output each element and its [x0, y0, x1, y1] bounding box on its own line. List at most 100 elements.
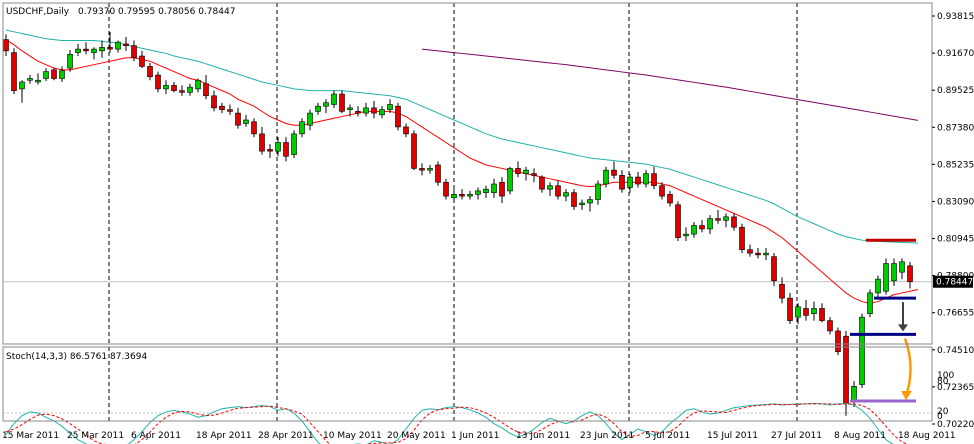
- candle-bull: [363, 107, 369, 114]
- candle-bear: [803, 308, 809, 316]
- candle-bull: [307, 112, 313, 126]
- current-price-box: [933, 275, 973, 288]
- stochastic-pane-frame: [2, 346, 933, 422]
- candle-bear: [731, 216, 737, 228]
- candle-bull: [587, 199, 593, 204]
- candle-bear: [251, 121, 257, 135]
- price-tick-label: 0.93815: [937, 12, 974, 22]
- candle-bear: [835, 330, 841, 353]
- candle-bull: [859, 316, 865, 385]
- candle-bull: [603, 169, 609, 185]
- candle-bear: [355, 111, 361, 114]
- candle-bull: [899, 261, 905, 273]
- date-tick-label: 15 Jul 2011: [707, 431, 758, 441]
- price-tick-label: 0.85235: [937, 160, 974, 170]
- candle-bear: [259, 133, 265, 152]
- date-tick-label: 20 May 2011: [387, 431, 446, 441]
- chart-title: USDCHF,Daily 0.79370 0.79595 0.78056 0.7…: [6, 7, 235, 17]
- price-pane-frame: [2, 2, 933, 345]
- stochastic-tick-label: 80: [937, 377, 949, 387]
- price-tick-label: 0.89525: [937, 86, 974, 96]
- candle-bear: [419, 168, 425, 171]
- price-tick-label: 0.91670: [937, 49, 974, 59]
- candle-bull: [323, 102, 329, 107]
- candle-bear: [235, 112, 241, 126]
- date-tick-label: 8 Aug 2011: [834, 431, 886, 441]
- date-tick-label: 18 Apr 2011: [196, 431, 252, 441]
- candle-bear: [171, 85, 177, 91]
- candle-bear: [83, 48, 89, 52]
- candle-bull: [43, 71, 49, 79]
- candle-bull: [483, 188, 489, 193]
- price-tick-label: 0.72365: [937, 383, 974, 393]
- candle-bear: [411, 133, 417, 169]
- candle-bull: [67, 54, 73, 69]
- candle-bear: [571, 192, 577, 207]
- candle-bull: [795, 306, 801, 318]
- candle-bear: [443, 181, 449, 197]
- ma-slow-line: [421, 48, 919, 121]
- candle-bear: [843, 335, 849, 404]
- candle-bear: [339, 93, 345, 112]
- candle-bear: [211, 95, 217, 109]
- candle-bear: [659, 185, 665, 197]
- candle-bear: [459, 194, 465, 197]
- candle-bear: [203, 83, 209, 97]
- date-tick-label: 18 Aug 2011: [898, 431, 956, 441]
- stochastic-tick-label: 100: [937, 371, 954, 381]
- date-tick-label: 25 Mar 2011: [67, 431, 124, 441]
- candle-bear: [779, 283, 785, 299]
- candle-bull: [507, 168, 513, 192]
- candle-bull: [451, 194, 457, 199]
- down-arrow-orange-shaft: [903, 337, 912, 394]
- candle-bull: [91, 48, 97, 53]
- candle-bear: [747, 249, 753, 254]
- candle-bull: [379, 109, 385, 116]
- candle-bull: [243, 119, 249, 124]
- ma-mid-line: [5, 29, 919, 244]
- candle-bull: [691, 225, 697, 235]
- candle-bull: [115, 41, 121, 50]
- candle-bull: [811, 308, 817, 314]
- price-tick-label: 0.74510: [937, 346, 974, 356]
- candle-bull: [275, 142, 281, 152]
- candle-bear: [395, 105, 401, 128]
- date-tick-label: 15 Mar 2011: [2, 431, 59, 441]
- stochastic-signal-line: [5, 403, 908, 444]
- candle-bull: [467, 194, 473, 197]
- candle-bear: [283, 142, 289, 157]
- price-tick-label: 0.83090: [937, 197, 974, 207]
- candle-bull: [315, 105, 321, 112]
- candle-bear: [771, 256, 777, 282]
- chart-symbol: USDCHF,Daily: [6, 7, 70, 17]
- stochastic-pane: [3, 402, 932, 444]
- candle-bear: [907, 265, 913, 283]
- down-arrow-orange-head: [901, 391, 912, 401]
- candle-bear: [715, 218, 721, 221]
- date-tick-label: 1 Jun 2011: [451, 431, 499, 441]
- candle-bear: [555, 185, 561, 197]
- candle-bear: [107, 47, 113, 50]
- candle-bear: [515, 168, 521, 174]
- candle-bull: [643, 173, 649, 185]
- candle-bear: [51, 69, 57, 79]
- candle-bear: [403, 126, 409, 135]
- candle-bull: [187, 86, 193, 93]
- candle-bull: [195, 79, 201, 90]
- candle-bull: [75, 48, 81, 53]
- candle-bull: [491, 183, 497, 193]
- candle-bear: [179, 90, 185, 93]
- stochastic-tick-label: 20: [937, 407, 949, 417]
- candle-bull: [579, 202, 585, 206]
- candle-bull: [595, 183, 601, 200]
- candle-bull: [347, 107, 353, 110]
- date-tick-label: 27 Jul 2011: [771, 431, 822, 441]
- date-tick-label: 13 Jun 2011: [516, 431, 570, 441]
- candle-bull: [299, 121, 305, 135]
- candle-bear: [11, 52, 17, 91]
- stochastic-main-line: [5, 402, 894, 444]
- candle-bull: [867, 292, 873, 314]
- chart-ohlc: 0.79370 0.79595 0.78056 0.78447: [78, 7, 235, 17]
